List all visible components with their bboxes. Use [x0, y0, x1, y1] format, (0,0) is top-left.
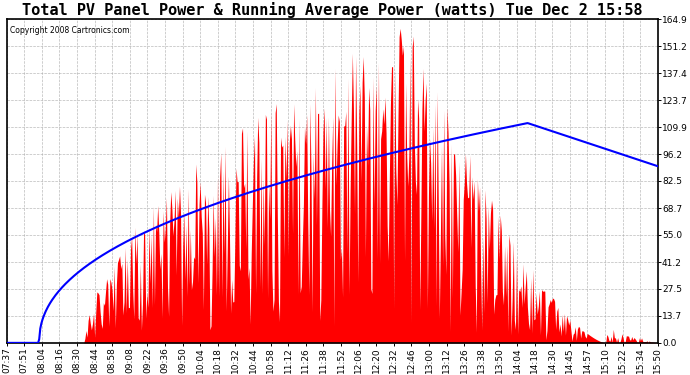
Text: Copyright 2008 Cartronics.com: Copyright 2008 Cartronics.com: [10, 26, 129, 35]
Title: Total PV Panel Power & Running Average Power (watts) Tue Dec 2 15:58: Total PV Panel Power & Running Average P…: [22, 2, 642, 18]
